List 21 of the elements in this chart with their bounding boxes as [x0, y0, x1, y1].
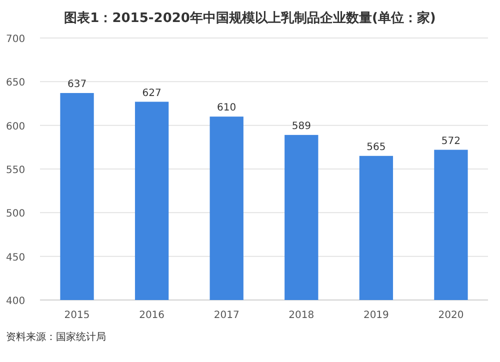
y-tick-label: 600: [6, 121, 26, 132]
data-label: 637: [67, 79, 87, 90]
x-tick-label: 2018: [288, 310, 314, 321]
y-tick-label: 650: [6, 78, 26, 89]
data-label: 565: [366, 142, 386, 153]
chart-title: 图表1：2015-2020年中国规模以上乳制品企业数量(单位：家): [64, 10, 436, 26]
y-tick-label: 550: [6, 165, 26, 176]
y-tick-label: 500: [6, 208, 26, 220]
y-tick-label: 700: [6, 34, 26, 45]
x-tick-label: 2015: [64, 310, 90, 321]
x-tick-label: 2017: [214, 310, 240, 321]
text: 资料来源：国家统计局: [6, 331, 106, 343]
x-tick-label: 2016: [139, 310, 165, 321]
x-tick-label: 2019: [363, 310, 389, 321]
data-label: 589: [292, 120, 311, 132]
y-tick-label: 400: [6, 296, 26, 307]
y-tick-label: 450: [6, 252, 26, 264]
x-tick-label: 2020: [438, 310, 464, 321]
data-label: 627: [142, 88, 162, 99]
data-label: 610: [217, 102, 236, 114]
data-label: 572: [441, 136, 461, 147]
